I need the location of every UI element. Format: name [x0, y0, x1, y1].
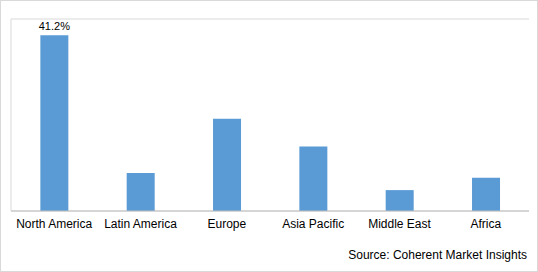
- svg-text:Asia Pacific: Asia Pacific: [282, 217, 344, 231]
- svg-text:Africa: Africa: [470, 217, 501, 231]
- html-text:Source: Coherent Market Insigh: Source: Coherent Market Insights: [348, 248, 527, 262]
- svg-text:Middle East: Middle East: [368, 217, 431, 231]
- svg-text:41.2%: 41.2%: [39, 20, 70, 32]
- svg-text:Latin America: Latin America: [104, 217, 177, 231]
- svg-text:North America: North America: [16, 217, 92, 231]
- svg-text:Europe: Europe: [207, 217, 246, 231]
